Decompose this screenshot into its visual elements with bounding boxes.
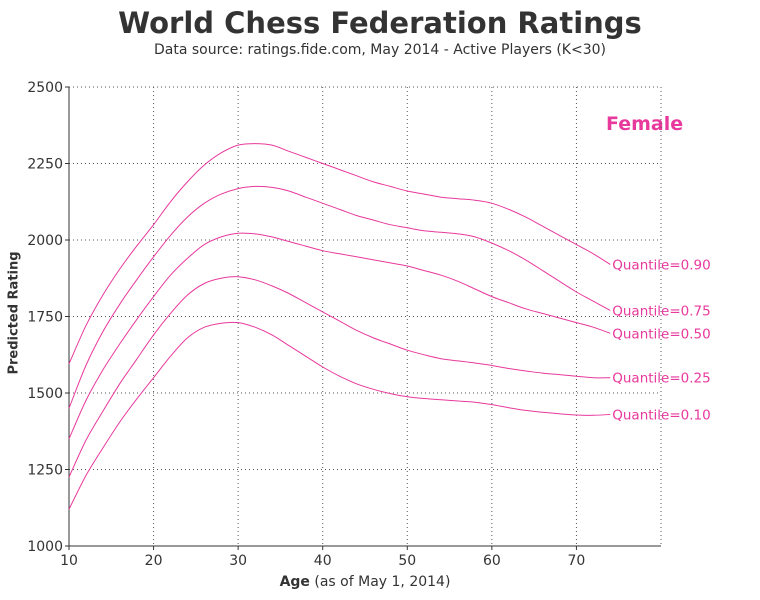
x-axis-label: Age (as of May 1, 2014) [0,574,730,590]
series-line-4 [68,321,611,510]
y-tick-label: 2250 [27,157,63,173]
y-tick-label: 2500 [27,80,63,96]
series-label-3: Quantile=0.25 [612,371,710,387]
series-group [68,143,611,510]
y-tick-label: 1750 [27,310,63,326]
x-tick-label: 20 [145,553,163,569]
x-tick-label: 40 [314,553,332,569]
series-label-4: Quantile=0.10 [612,407,710,423]
panel-label: Female [606,113,684,135]
series-label-1: Quantile=0.75 [612,303,710,319]
series-line-3 [68,276,611,478]
x-tick-label: 70 [568,553,586,569]
series-line-0 [68,143,611,365]
series-line-2 [68,232,611,440]
series-labels: Quantile=0.90 Quantile=0.75 Quantile=0.50 Q… [612,257,710,423]
y-tick-label: 1250 [27,463,63,479]
y-tick-label: 2000 [27,233,63,249]
series-line-1 [68,185,611,409]
y-tick-label: 1500 [27,386,63,402]
x-tick-label: 30 [229,553,247,569]
x-tick-label: 50 [398,553,416,569]
x-tick-label: 10 [60,553,78,569]
series-label-2: Quantile=0.50 [612,326,710,342]
grid [69,86,662,546]
y-tick-label: 1000 [27,539,63,555]
x-tick-label: 60 [483,553,501,569]
series-label-0: Quantile=0.90 [612,257,710,273]
x-axis-label-note: (as of May 1, 2014) [309,574,451,590]
axes: 10 20 30 40 50 60 70 1000 1250 1500 1750 2000 2250 25… [27,80,661,569]
x-axis-label-main: Age [279,574,310,590]
chart-subtitle: Data source: ratings.fide.com, May 2014 … [153,42,606,58]
chart-title: World Chess Federation Ratings [118,6,642,40]
